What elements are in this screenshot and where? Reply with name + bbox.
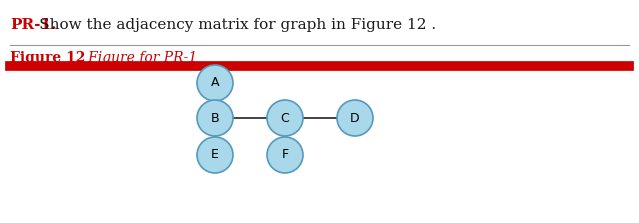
- Text: C: C: [281, 112, 289, 124]
- Text: E: E: [211, 149, 219, 161]
- Text: PR-1.: PR-1.: [10, 18, 56, 32]
- Text: F: F: [281, 149, 289, 161]
- Circle shape: [267, 100, 303, 136]
- Circle shape: [267, 137, 303, 173]
- Text: B: B: [211, 112, 219, 124]
- Circle shape: [197, 65, 233, 101]
- Text: Figure 12: Figure 12: [10, 51, 86, 65]
- Text: A: A: [211, 76, 219, 89]
- Text: Figure for PR-1: Figure for PR-1: [75, 51, 197, 65]
- Circle shape: [197, 100, 233, 136]
- Circle shape: [337, 100, 373, 136]
- Text: D: D: [350, 112, 360, 124]
- Circle shape: [197, 137, 233, 173]
- Text: Show the adjacency matrix for graph in Figure 12 .: Show the adjacency matrix for graph in F…: [10, 18, 436, 32]
